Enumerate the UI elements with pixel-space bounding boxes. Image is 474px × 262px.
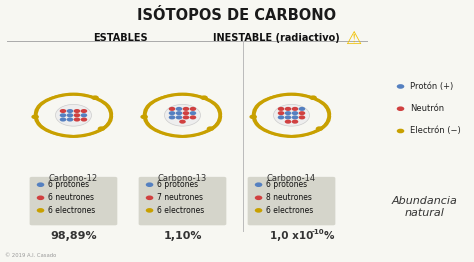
Ellipse shape: [182, 115, 189, 119]
Ellipse shape: [81, 109, 87, 113]
Ellipse shape: [299, 111, 305, 115]
Ellipse shape: [146, 182, 153, 187]
Ellipse shape: [164, 105, 201, 126]
Ellipse shape: [255, 182, 262, 187]
Text: Protón (+): Protón (+): [410, 82, 453, 91]
Ellipse shape: [249, 114, 257, 119]
Ellipse shape: [397, 129, 404, 133]
Ellipse shape: [73, 113, 80, 117]
Ellipse shape: [176, 115, 182, 119]
Text: Carbono-14: Carbono-14: [267, 174, 316, 183]
FancyBboxPatch shape: [29, 177, 117, 225]
Text: 98,89%: 98,89%: [50, 231, 97, 241]
Ellipse shape: [31, 114, 39, 119]
Text: 6 electrones: 6 electrones: [48, 206, 95, 215]
Ellipse shape: [169, 107, 175, 111]
Ellipse shape: [67, 118, 73, 122]
Ellipse shape: [146, 208, 153, 213]
Ellipse shape: [292, 120, 298, 124]
Ellipse shape: [292, 111, 298, 115]
Text: © 2019 A.I. Casado: © 2019 A.I. Casado: [5, 253, 56, 258]
Ellipse shape: [73, 109, 80, 113]
Text: 1,10%: 1,10%: [163, 231, 202, 241]
Ellipse shape: [397, 84, 404, 89]
Text: ⚠: ⚠: [345, 30, 361, 48]
Ellipse shape: [299, 107, 305, 111]
Ellipse shape: [36, 195, 45, 200]
Ellipse shape: [36, 208, 45, 213]
Ellipse shape: [98, 126, 105, 131]
Ellipse shape: [292, 115, 298, 119]
Ellipse shape: [207, 126, 214, 131]
Ellipse shape: [273, 105, 310, 126]
Text: Carbono-12: Carbono-12: [49, 174, 98, 183]
Ellipse shape: [91, 95, 99, 100]
Text: 7 neutrones: 7 neutrones: [157, 193, 203, 202]
Ellipse shape: [310, 95, 317, 100]
Ellipse shape: [285, 120, 292, 124]
Ellipse shape: [81, 113, 87, 117]
Ellipse shape: [190, 115, 196, 119]
Text: 6 protones: 6 protones: [48, 180, 89, 189]
Text: ISÓTOPOS DE CARBONO: ISÓTOPOS DE CARBONO: [137, 8, 337, 23]
Ellipse shape: [285, 115, 292, 119]
Ellipse shape: [299, 115, 305, 119]
Text: Abundancia
natural: Abundancia natural: [392, 196, 457, 218]
FancyBboxPatch shape: [138, 177, 226, 225]
Ellipse shape: [176, 107, 182, 111]
Ellipse shape: [60, 113, 66, 117]
Ellipse shape: [316, 126, 323, 131]
Ellipse shape: [60, 109, 66, 113]
Ellipse shape: [176, 111, 182, 115]
Ellipse shape: [169, 111, 175, 115]
Ellipse shape: [81, 118, 87, 122]
Ellipse shape: [182, 107, 189, 111]
Text: 6 protones: 6 protones: [266, 180, 307, 189]
Ellipse shape: [190, 107, 196, 111]
Ellipse shape: [255, 195, 262, 200]
Ellipse shape: [60, 118, 66, 122]
Text: %: %: [324, 231, 334, 241]
Text: Neutrón: Neutrón: [410, 104, 444, 113]
Ellipse shape: [397, 106, 404, 111]
Ellipse shape: [182, 111, 189, 115]
Text: -10: -10: [311, 229, 324, 235]
Ellipse shape: [278, 111, 284, 115]
Ellipse shape: [278, 107, 284, 111]
Text: 8 neutrones: 8 neutrones: [266, 193, 312, 202]
Text: 6 electrones: 6 electrones: [266, 206, 313, 215]
Ellipse shape: [201, 95, 208, 100]
Ellipse shape: [146, 195, 153, 200]
Ellipse shape: [255, 208, 262, 213]
Ellipse shape: [55, 105, 91, 126]
Ellipse shape: [179, 120, 186, 124]
Text: 6 neutrones: 6 neutrones: [48, 193, 94, 202]
Text: Carbono-13: Carbono-13: [158, 174, 207, 183]
FancyBboxPatch shape: [247, 177, 336, 225]
Ellipse shape: [292, 107, 298, 111]
Ellipse shape: [169, 115, 175, 119]
Ellipse shape: [278, 115, 284, 119]
Ellipse shape: [67, 109, 73, 113]
Text: ESTABLES: ESTABLES: [93, 33, 148, 43]
Text: Electrón (−): Electrón (−): [410, 127, 461, 135]
Ellipse shape: [190, 111, 196, 115]
Ellipse shape: [140, 114, 148, 119]
Text: 6 electrones: 6 electrones: [157, 206, 204, 215]
Ellipse shape: [67, 113, 73, 117]
Ellipse shape: [285, 107, 292, 111]
Ellipse shape: [73, 118, 80, 122]
Ellipse shape: [285, 111, 292, 115]
Text: 6 protones: 6 protones: [157, 180, 198, 189]
Text: 1,0 x10: 1,0 x10: [270, 231, 313, 241]
Ellipse shape: [36, 182, 45, 187]
Text: INESTABLE (radiactivo): INESTABLE (radiactivo): [213, 33, 340, 43]
